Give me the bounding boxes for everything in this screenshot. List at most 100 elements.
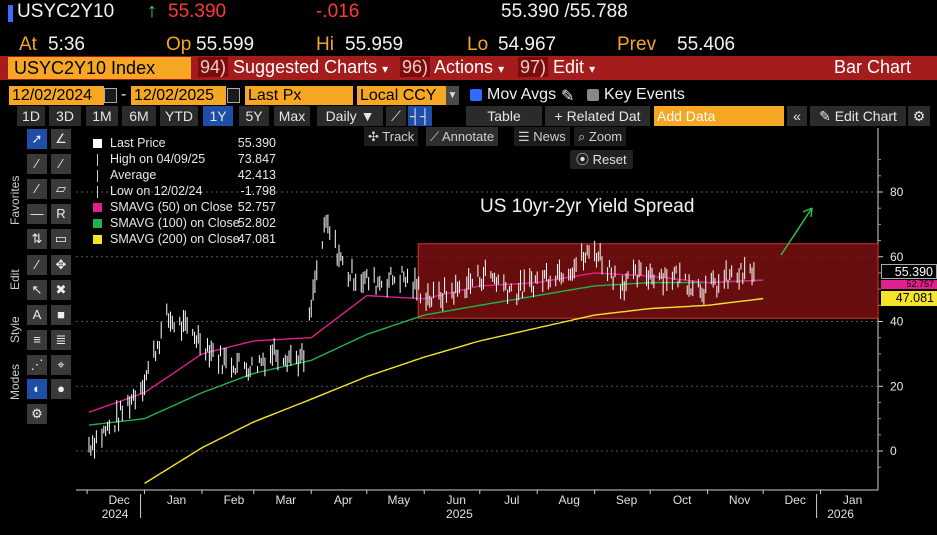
select-icon[interactable]: ↖ [27,280,47,300]
channel-icon[interactable]: ▱ [51,179,71,199]
fib-icon[interactable]: ⇅ [27,229,47,249]
arrow-icon [780,207,813,256]
line-style-icon[interactable]: ≡ [27,330,47,350]
suggested-charts-menu[interactable]: 94) Suggested Charts ▾ [198,57,388,79]
up-arrow-icon: ↑ [147,0,157,22]
at-label: At [19,34,37,55]
legend-name: SMAVG (100) on Close [110,216,240,230]
news-label: News [533,129,566,144]
edit-menu[interactable]: 97) Edit ▾ [518,57,595,79]
end-date-input[interactable]: 12/02/2025 [131,86,226,105]
legend-value: 42.413 [237,168,276,182]
annotate-button[interactable]: ⟋ Annotate [426,127,499,146]
legend-value: 55.390 [237,136,276,150]
chevron-down-icon[interactable]: ▼ [446,86,459,105]
horizontal-line-icon[interactable]: — [27,204,47,224]
rectangle-icon[interactable]: ▭ [51,229,71,249]
key-events-checkbox[interactable] [587,89,599,101]
delete-icon[interactable]: ✖ [51,280,71,300]
brush-icon[interactable]: ⁄ [27,255,47,275]
zoom-button[interactable]: ⌕ Zoom [574,127,627,146]
segment-icon[interactable]: ⁄ [27,179,47,199]
legend-value: 47.081 [237,232,276,246]
news-button[interactable]: ☰ News [514,127,570,146]
palette-icon[interactable]: ● [51,379,71,399]
crosshair-icon[interactable]: ⌖ [51,355,71,375]
track-button[interactable]: ✣ Track [364,127,419,146]
field-select[interactable]: Last Px [245,86,353,105]
period-1y[interactable]: 1Y [203,106,233,126]
line-weight-icon[interactable]: ≣ [51,330,71,350]
legend-row: SMAVG (100) on Close 52.802 [86,216,284,232]
gear-icon[interactable]: ⚙ [908,106,930,126]
low-marker-icon [97,186,98,198]
prev-label: Prev [617,34,657,55]
legend-value: 52.757 [237,200,276,214]
x-tick-label: Jul [504,493,519,507]
y-tick-label: 60 [890,250,904,264]
table-button[interactable]: Table [466,106,542,126]
security-field[interactable]: USYC2Y10 Index [8,57,191,79]
move-icon[interactable]: ✥ [51,255,71,275]
period-max[interactable]: Max [274,106,310,126]
legend-value: -1.798 [240,184,276,198]
open-label: Op [166,34,192,55]
settings-icon[interactable]: ⚙ [27,404,47,424]
menu-label: Actions [434,57,494,77]
legend-name: SMAVG (200) on Close [110,232,240,246]
actions-menu[interactable]: 96) Actions ▾ [400,57,504,79]
period-6m[interactable]: 6M [122,106,156,126]
mov-avgs-checkbox[interactable] [470,89,482,101]
dropdown-icon: ▾ [498,62,505,76]
sma200-badge: 47.081 [881,291,937,306]
frequency-select[interactable]: Daily ▼ [317,106,383,126]
reset-button[interactable]: ⦿ Reset [570,150,633,169]
legend-name: High on 04/09/25 [110,152,206,166]
bid-ask: 55.390 /55.788 [501,1,628,22]
ticker-marker [8,5,13,22]
period-1d[interactable]: 1D [17,106,45,126]
collapse-icon[interactable]: « [787,106,807,126]
dropdown-icon: ▾ [589,62,596,76]
color-swatch-icon[interactable]: ■ [51,305,71,325]
pointer-icon[interactable]: ➚ [27,129,47,149]
period-3d[interactable]: 3D [49,106,81,126]
menu-label: Suggested Charts [233,57,378,77]
currency-select[interactable]: Local CCY [357,86,448,105]
line-chart-icon[interactable]: ⟋ [386,106,406,126]
related-data-button[interactable]: + Related Dat [545,106,650,126]
calendar-icon[interactable] [227,88,240,103]
x-tick-label: May [387,493,410,507]
y-tick-label: 20 [890,379,904,393]
dashed-icon[interactable]: ⋰ [27,355,47,375]
x-tick-label: Jun [447,493,466,507]
text-icon[interactable]: A [27,305,47,325]
y-tick-label: 0 [890,444,897,458]
mode-icon[interactable]: ◐ [27,379,47,399]
retracement-icon[interactable]: R [51,204,71,224]
last-price-badge: 55.390 [881,264,937,279]
chart-type-label[interactable]: Bar Chart [834,57,912,77]
annotation-title: US 10yr-2yr Yield Spread [480,196,694,217]
legend-swatch [93,235,102,244]
legend-name: Low on 12/02/24 [110,184,203,198]
ray-icon[interactable]: ⁄ [51,154,71,174]
period-5y[interactable]: 5Y [239,106,269,126]
start-date-input[interactable]: 12/02/2024 [9,86,104,105]
period-1m[interactable]: 1M [86,106,118,126]
legend-name: Last Price [110,136,166,150]
trendline-icon[interactable]: ⁄ [27,154,47,174]
calendar-icon[interactable] [104,88,117,103]
add-data-input[interactable]: Add Data [654,106,784,126]
pencil-icon[interactable]: ✎ [561,88,575,105]
high-label: Hi [316,34,334,55]
key-events-label: Key Events [604,86,685,103]
high-marker-icon [97,154,98,166]
at-time: 5:36 [48,34,85,55]
bar-chart-icon[interactable]: ┤┤ [408,106,432,126]
pen-tool-icon[interactable]: ∠ [51,129,71,149]
period-ytd[interactable]: YTD [160,106,198,126]
edit-chart-button[interactable]: ✎ Edit Chart [810,106,906,126]
high-value: 55.959 [345,34,404,55]
